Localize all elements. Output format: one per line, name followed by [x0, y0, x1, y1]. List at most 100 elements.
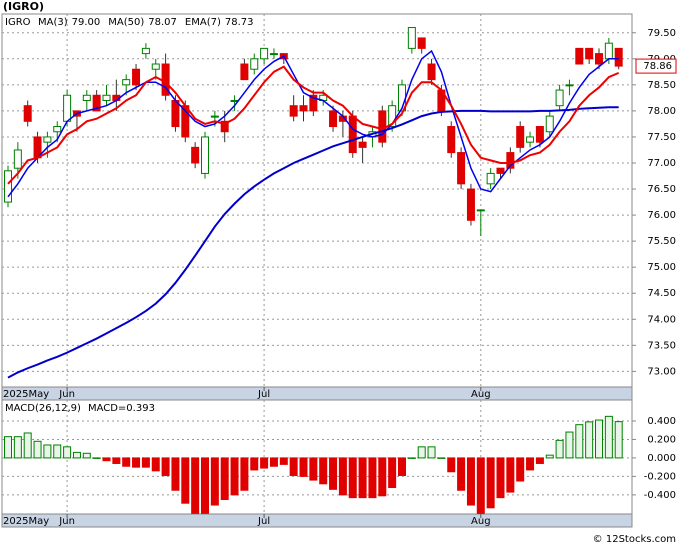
candle-body [466, 188, 475, 221]
macd-bar [240, 457, 249, 491]
macd-bar [575, 424, 584, 459]
macd-bar [260, 457, 269, 469]
candle-body [141, 47, 150, 55]
y-tick-label: -0.200 [644, 471, 676, 482]
candle-body [63, 94, 72, 122]
macd-bar [476, 457, 485, 514]
macd-bar [161, 457, 170, 476]
candle-body [250, 58, 259, 70]
macd-bar [191, 457, 200, 514]
candle-body [614, 47, 623, 67]
macd-bar [279, 457, 288, 465]
macd-bar [171, 457, 180, 491]
macd-bar [201, 457, 209, 514]
macd-bar [13, 436, 22, 459]
candle-body [299, 105, 308, 112]
macd-bar [299, 457, 308, 477]
candle-body [82, 94, 91, 101]
macd-bar [555, 439, 564, 459]
candle-body [23, 105, 32, 122]
macd-bar [585, 421, 594, 459]
candle-body [269, 53, 278, 56]
x-tick-label: Aug [471, 389, 491, 400]
footer: © 12Stocks.com [593, 534, 676, 545]
candle-body [585, 47, 594, 60]
candle-body [309, 94, 318, 112]
macd-bar [289, 457, 298, 476]
y-tick-label: 75.50 [647, 236, 676, 247]
last-price-box [635, 58, 677, 74]
candle-body [427, 63, 436, 81]
y-tick-label: 73.00 [647, 366, 676, 377]
macd-bar [210, 457, 219, 506]
macd-bar [417, 446, 426, 459]
panel-label: MACD(26,12,9) [5, 403, 81, 414]
candle-body [496, 167, 505, 174]
candle-body [102, 94, 111, 101]
plot-area [1, 399, 633, 515]
candle-body [526, 136, 535, 143]
candle-body [407, 27, 416, 49]
macd-bar [437, 457, 446, 459]
y-tick-label: 76.00 [647, 210, 676, 221]
y-tick-label: 78.00 [647, 106, 676, 117]
macd-bar [319, 457, 328, 485]
macd-bar [595, 419, 603, 459]
macd-bar [53, 444, 62, 459]
candle-body [378, 110, 387, 143]
macd-bar [545, 454, 554, 459]
macd-bar [250, 457, 259, 471]
legend-value: 79.00 [72, 17, 101, 28]
macd-bar [516, 457, 525, 482]
macd-bar [151, 457, 160, 472]
macd-bar [486, 457, 495, 509]
y-tick-label: 76.50 [647, 184, 676, 195]
macd-bar [220, 457, 229, 500]
macd-bar [388, 457, 397, 488]
legend-value: 78.07 [148, 17, 177, 28]
macd-bar [338, 457, 347, 496]
x-tick-label: Aug [471, 516, 491, 527]
macd-bar [407, 457, 416, 459]
candle-body [220, 120, 229, 133]
candle-body [210, 115, 219, 118]
macd-bar [4, 436, 12, 459]
y-tick-label: 77.50 [647, 132, 676, 143]
y-tick-label: 0.400 [647, 416, 676, 427]
macd-bar [309, 457, 318, 481]
macd-bar [535, 457, 544, 464]
macd-bar [122, 457, 131, 467]
y-tick-label: 74.00 [647, 314, 676, 325]
macd-bar [457, 457, 466, 491]
macd-bar [427, 446, 436, 459]
macd-bar [269, 457, 278, 467]
candle-body [171, 99, 180, 128]
candle-body [575, 47, 584, 65]
legend-name: EMA(7) [185, 17, 221, 28]
macd-bar [72, 451, 81, 459]
x-tick-label: 2025May [3, 516, 49, 527]
x-tick-label: Jun [58, 389, 75, 400]
symbol-label: IGRO [5, 17, 31, 28]
x-tick-label: Jul [257, 516, 270, 527]
macd-bar [92, 457, 101, 459]
candle-body [555, 89, 564, 107]
candle-body [289, 105, 298, 117]
candle-body [132, 68, 141, 86]
y-tick-label: 78.50 [647, 80, 676, 91]
last-price: 78.86 [643, 61, 672, 72]
candle-body [388, 105, 397, 128]
panel-value: MACD=0.393 [88, 403, 155, 414]
macd-bar [33, 440, 42, 459]
y-tick-label: 0.200 [647, 434, 676, 445]
date-band [1, 386, 633, 401]
macd-bar [614, 421, 623, 459]
candle-body [43, 136, 52, 143]
candle-body [13, 149, 22, 169]
macd-bar [23, 432, 32, 459]
indicator-line [7, 106, 619, 379]
candle-body [604, 42, 613, 60]
candle-body [201, 136, 209, 174]
candle-body [53, 126, 62, 133]
candle-body [151, 63, 160, 70]
